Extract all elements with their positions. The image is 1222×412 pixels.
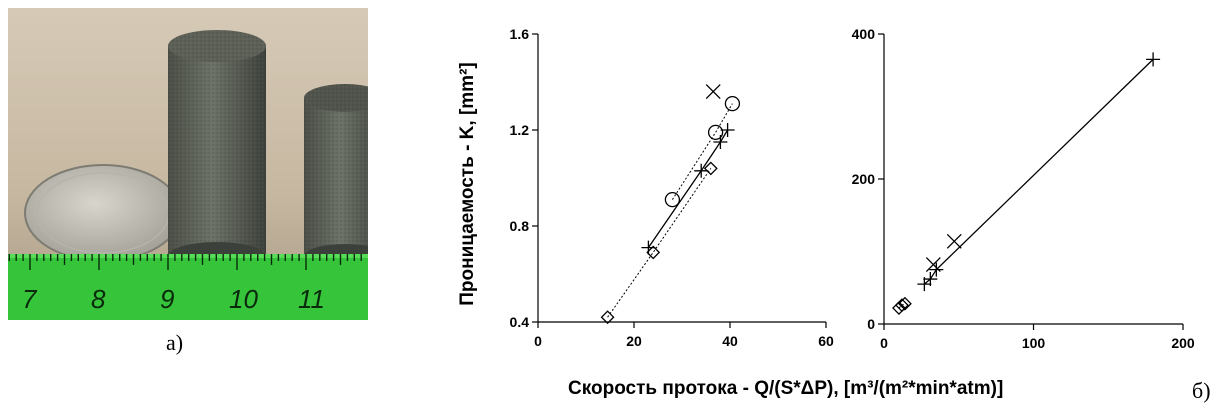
chart-panel-1: 0.4 0.8 1.2 1.6 0 20 40 60 <box>510 26 834 349</box>
marker-diamond <box>892 301 906 315</box>
ruler-number: 7 <box>22 284 38 314</box>
y-tick-label: 0.4 <box>510 314 530 330</box>
marker-plus <box>694 163 709 178</box>
y-tick-label: 0.8 <box>510 218 530 234</box>
marker-cross <box>925 257 941 273</box>
x-axis-label: Скорость протока - Q/(S*ΔP), [m³/(m²*min… <box>568 378 1004 399</box>
marker-diamond <box>895 298 909 313</box>
caption-a: а) <box>166 330 184 355</box>
marker-plus <box>929 262 944 277</box>
marker-plus <box>641 240 656 255</box>
series-line <box>607 168 712 318</box>
y-tick-label: 200 <box>852 171 876 187</box>
marker-plus <box>1146 52 1161 67</box>
sample-photo: 7 8 9 10 11 <box>8 8 368 320</box>
series-plus <box>917 52 1161 292</box>
ruler-number: 9 <box>160 284 174 314</box>
marker-diamond <box>600 310 615 325</box>
series-diamond <box>600 161 718 325</box>
y-tick-label: 0 <box>867 316 875 332</box>
caption-b: б) <box>1192 378 1211 403</box>
y-tick-label: 1.6 <box>510 26 530 42</box>
y-tick-label: 1.2 <box>510 122 530 138</box>
marker-cross <box>946 233 962 249</box>
ruler-number: 11 <box>298 284 325 314</box>
x-tick-label: 100 <box>1022 335 1046 351</box>
x-tick-label: 20 <box>626 333 642 349</box>
marker-circle <box>707 124 724 141</box>
series-line <box>923 58 1154 285</box>
x-tick-label: 0 <box>534 333 542 349</box>
marker-plus <box>923 272 938 287</box>
series-plus <box>641 123 735 255</box>
series-circle <box>664 95 741 208</box>
x-tick-label: 40 <box>722 333 738 349</box>
ruler-number: 8 <box>91 284 106 314</box>
coin-and-porous-cylinders-photo: 7 8 9 10 11 <box>8 8 368 320</box>
x-tick-label: 60 <box>818 333 834 349</box>
marker-plus <box>720 123 735 137</box>
series-diamond <box>892 296 912 315</box>
chart-panel-2: 0 200 400 0 100 200 <box>852 26 1195 351</box>
series-cross <box>925 233 962 273</box>
marker-circle <box>664 191 681 208</box>
x-tick-label: 200 <box>1171 335 1195 351</box>
marker-diamond <box>646 245 661 260</box>
marker-diamond <box>703 161 718 176</box>
series-cross <box>705 84 721 100</box>
marker-cross <box>705 84 721 100</box>
marker-diamond <box>898 296 912 311</box>
marker-circle <box>724 95 741 112</box>
series-line <box>647 129 729 248</box>
x-tick-label: 0 <box>880 335 888 351</box>
series-line <box>671 103 733 200</box>
y-tick-label: 400 <box>852 26 876 42</box>
ruler-number: 10 <box>229 284 258 314</box>
